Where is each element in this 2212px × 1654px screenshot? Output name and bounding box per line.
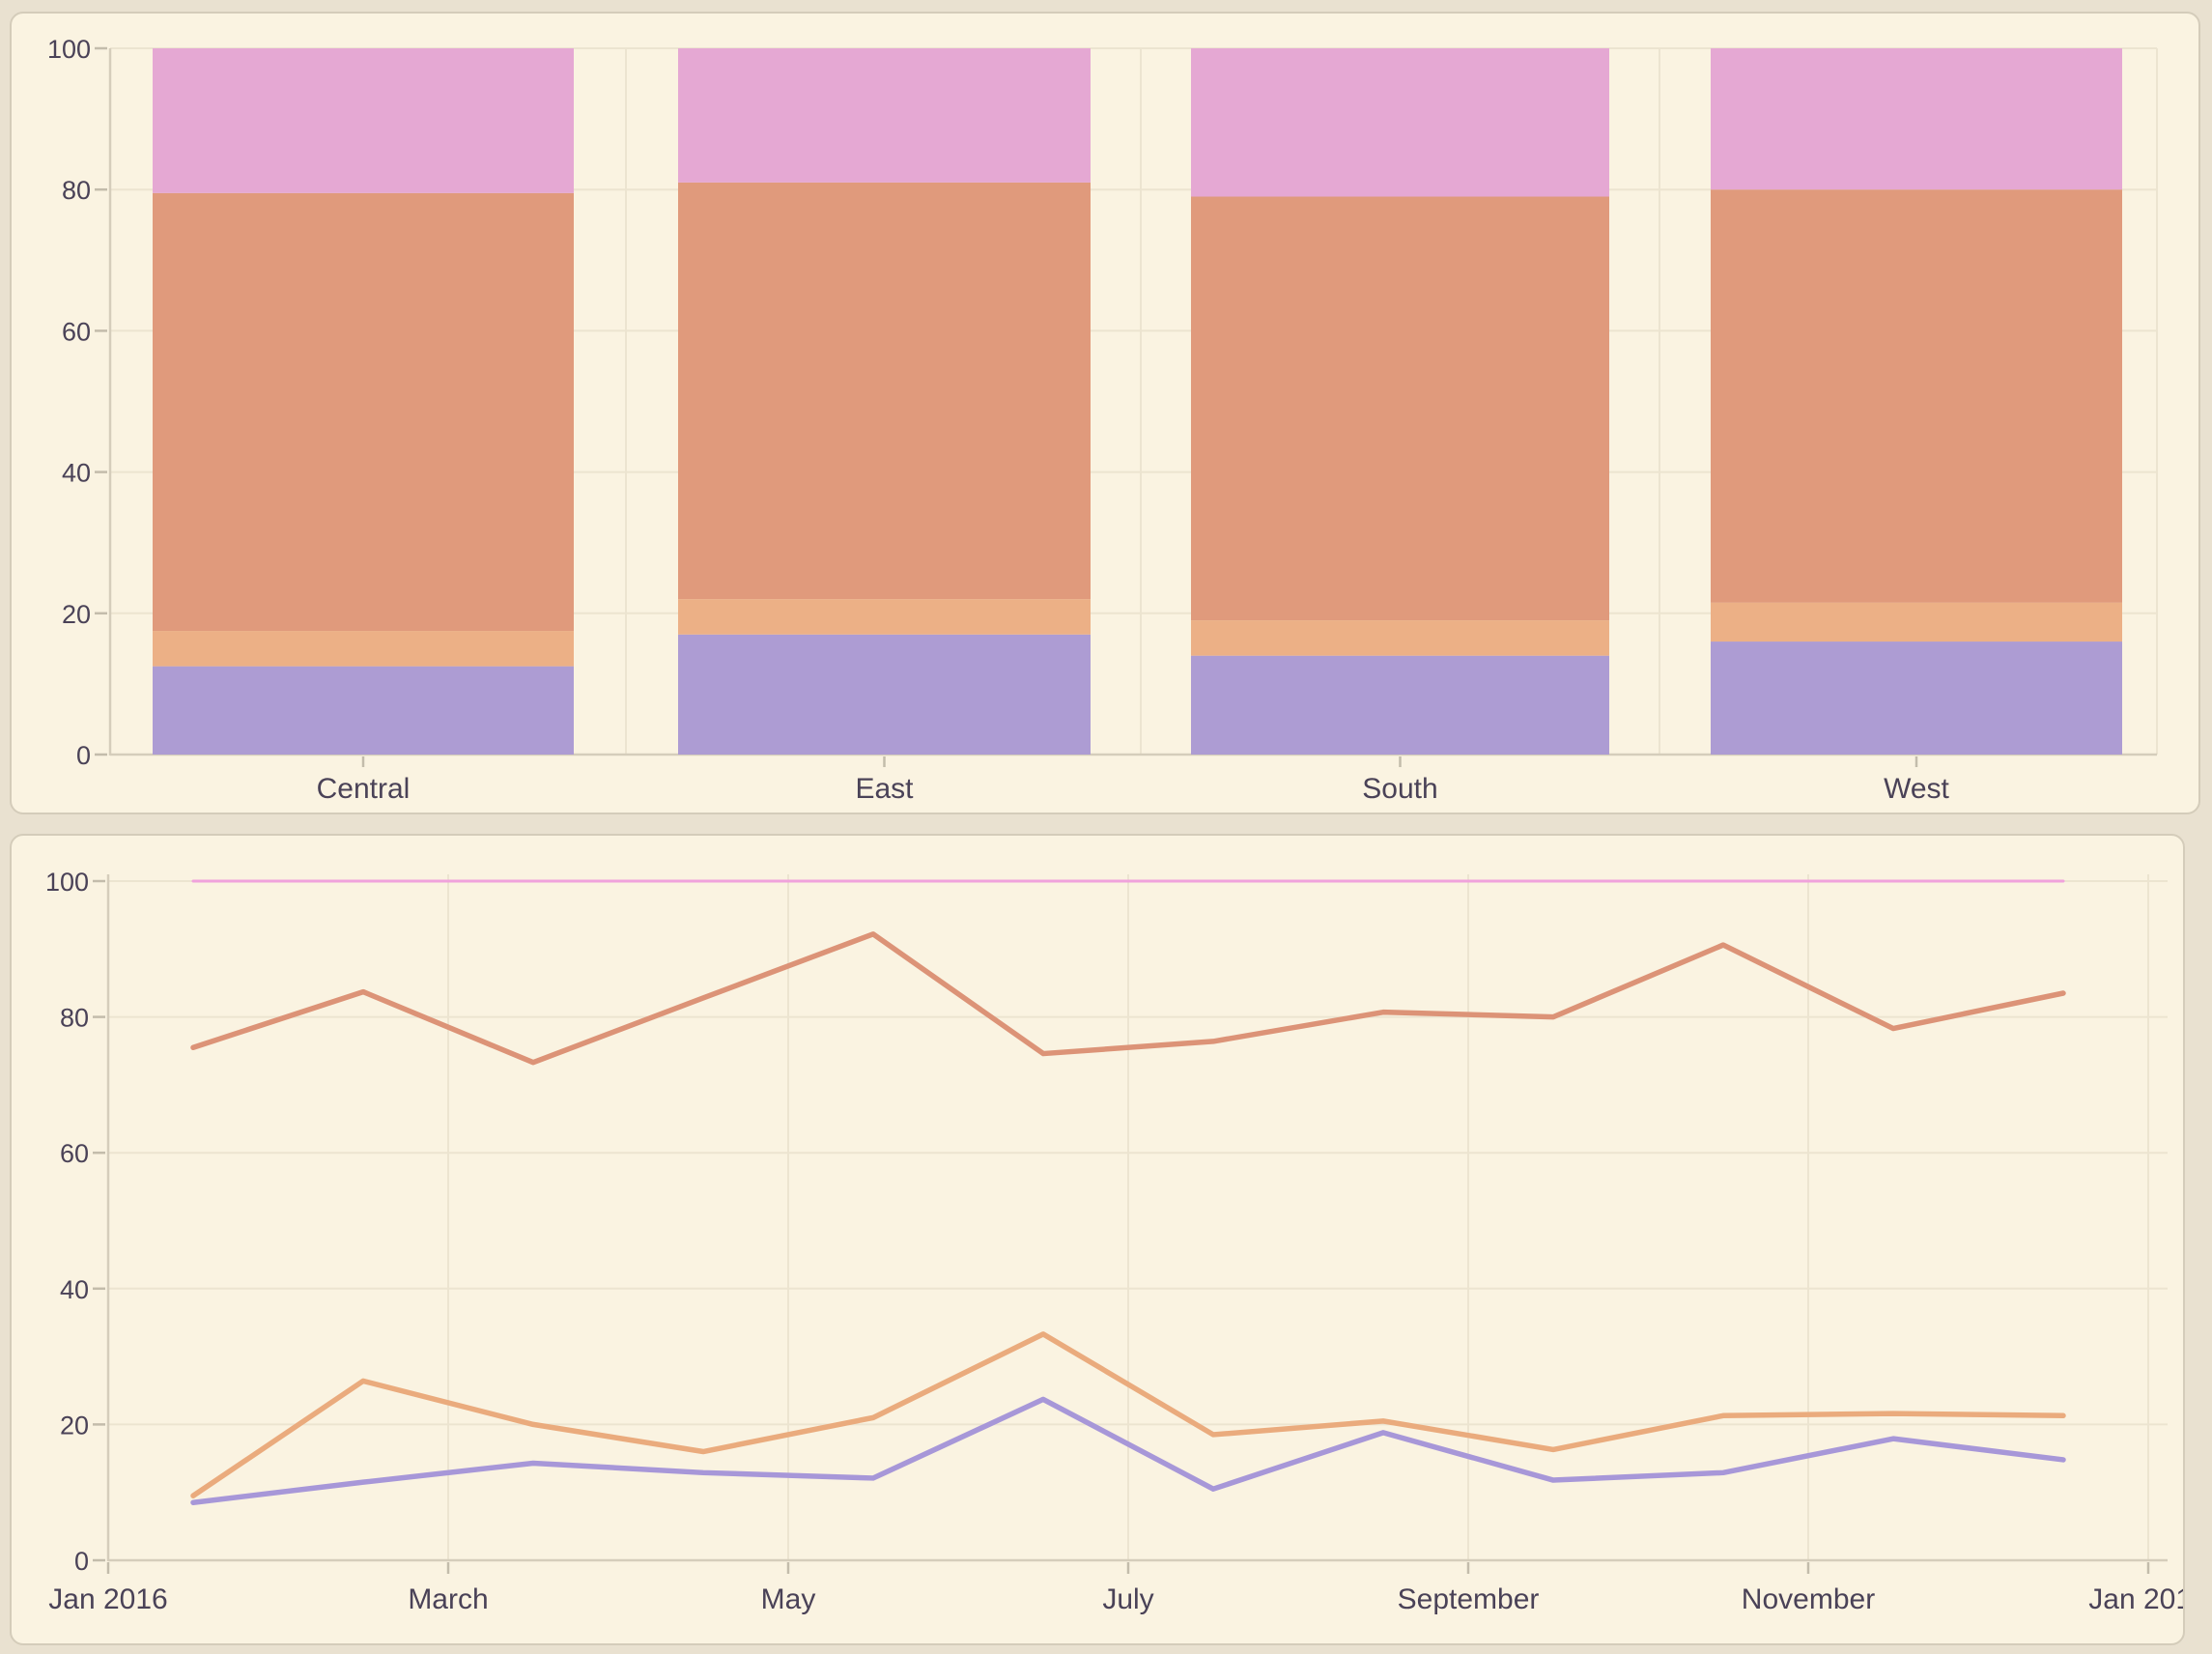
bar-segment-purple-central [153, 666, 574, 755]
x-tick-label: September [1398, 1583, 1540, 1615]
bar-segment-tan-central [153, 631, 574, 667]
y-tick-label: 0 [74, 1547, 89, 1576]
x-tick-label: November [1742, 1583, 1875, 1615]
y-tick-label: 20 [60, 1411, 89, 1440]
y-tick-label: 100 [47, 35, 91, 64]
y-tick-label: 40 [60, 1275, 89, 1304]
y-tick-label: 40 [62, 459, 91, 488]
bar-segment-pink-central [153, 48, 574, 193]
bar-segment-tan-south [1191, 620, 1609, 656]
x-tick-label: Jan 2016 [48, 1583, 167, 1615]
y-tick-label: 20 [62, 600, 91, 629]
bar-segment-pink-east [678, 48, 1091, 183]
bar-segment-pink-south [1191, 48, 1609, 197]
x-tick-label: July [1102, 1583, 1153, 1615]
y-tick-label: 0 [76, 741, 91, 770]
y-tick-label: 60 [62, 317, 91, 346]
line-series-purple [190, 1396, 2066, 1505]
category-label: Central [317, 773, 411, 805]
bar-segment-tan-east [678, 599, 1091, 635]
category-label: West [1884, 773, 1949, 805]
category-label: East [855, 773, 914, 805]
line-series-orange [190, 1331, 2066, 1498]
y-tick-label: 100 [45, 868, 89, 897]
stacked-bar-panel: 0 20 40 60 80 100 Central East South West [10, 12, 2200, 814]
bar-segment-purple-south [1191, 655, 1609, 755]
line-chart-panel: 0 20 40 60 80 100 Jan 2016 March May July Septembe… [10, 834, 2185, 1645]
bar-segment-salmon-west [1711, 189, 2122, 603]
y-tick-label: 80 [60, 1004, 89, 1033]
x-tick-label: May [761, 1583, 816, 1615]
x-tick-label: March [408, 1583, 488, 1615]
bar-segment-salmon-east [678, 182, 1091, 600]
stacked-bar-chart: 0 20 40 60 80 100 Central East South West [47, 35, 2158, 805]
bar-segment-purple-east [678, 634, 1091, 755]
y-tick-label: 80 [62, 176, 91, 205]
y-tick-label: 60 [60, 1139, 89, 1168]
bar-segment-purple-west [1711, 642, 2122, 755]
bar-segment-pink-west [1711, 48, 2122, 190]
bar-segment-salmon-central [153, 192, 574, 632]
line-chart: 0 20 40 60 80 100 Jan 2016 March May July Septembe… [45, 868, 2183, 1615]
bar-segment-tan-west [1711, 602, 2122, 642]
category-label: South [1362, 773, 1437, 805]
x-tick-label: Jan 2017 [2088, 1583, 2183, 1615]
bar-segment-salmon-south [1191, 196, 1609, 621]
line-series-salmon [190, 931, 2066, 1066]
